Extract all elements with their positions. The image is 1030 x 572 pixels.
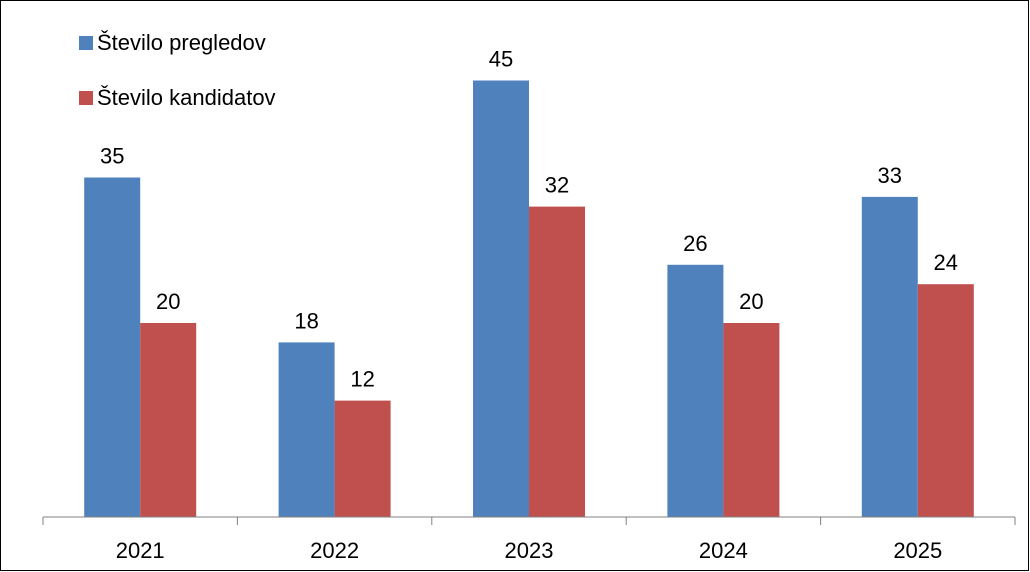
data-label-2025-series-2: 24 xyxy=(934,250,958,275)
bar-2022-series-1 xyxy=(278,342,335,517)
bar-2023-series-1 xyxy=(473,80,529,517)
x-tick-label-2021: 2021 xyxy=(116,538,165,563)
x-tick-label-2023: 2023 xyxy=(505,538,554,563)
x-tick-label-2025: 2025 xyxy=(893,538,942,563)
data-label-2022-series-1: 18 xyxy=(294,308,318,333)
legend-label-series-1: Število pregledov xyxy=(97,30,266,55)
legend-swatch-series-1 xyxy=(79,36,93,50)
bar-2021-series-2 xyxy=(140,323,197,517)
data-label-2023-series-2: 32 xyxy=(545,173,569,198)
x-tick-label-2022: 2022 xyxy=(310,538,359,563)
legend-swatch-series-2 xyxy=(79,91,93,105)
x-tick-label-2024: 2024 xyxy=(699,538,748,563)
bars-group xyxy=(84,80,974,517)
data-label-2024-series-2: 20 xyxy=(739,289,763,314)
data-labels-group: 35 20 18 12 45 32 26 20 33 24 xyxy=(100,47,958,392)
data-label-2024-series-1: 26 xyxy=(683,231,707,256)
data-label-2022-series-2: 12 xyxy=(350,367,374,392)
bar-2024-series-1 xyxy=(667,264,724,517)
bar-2021-series-1 xyxy=(84,177,141,517)
data-label-2021-series-1: 35 xyxy=(100,144,124,169)
x-axis: 2021 2022 2023 2024 2025 xyxy=(42,516,1016,563)
data-label-2021-series-2: 20 xyxy=(156,289,180,314)
bar-2023-series-2 xyxy=(529,206,585,517)
bar-2025-series-1 xyxy=(861,196,918,517)
data-label-2025-series-1: 33 xyxy=(878,163,902,188)
data-label-2023-series-1: 45 xyxy=(489,47,513,72)
bar-2024-series-2 xyxy=(723,323,780,517)
legend: Število pregledov Število kandidatov xyxy=(79,30,276,110)
bar-2025-series-2 xyxy=(917,284,974,517)
legend-label-series-2: Število kandidatov xyxy=(97,85,276,110)
bar-2022-series-2 xyxy=(334,400,391,517)
